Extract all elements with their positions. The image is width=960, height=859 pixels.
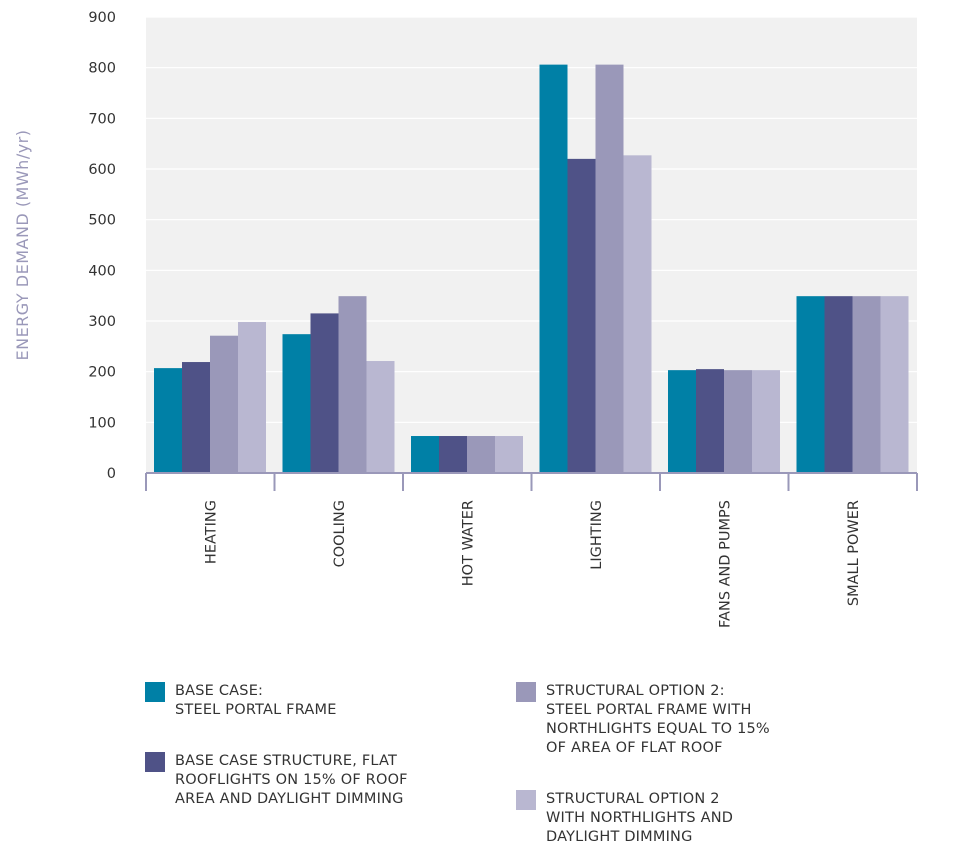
bar <box>366 361 395 473</box>
bar <box>796 296 825 473</box>
legend-item-base-case-rooflights: BASE CASE STRUCTURE, FLAT ROOFLIGHTS ON … <box>145 752 408 809</box>
y-tick-label: 300 <box>88 314 116 330</box>
bar <box>154 368 182 473</box>
y-tick-label: 100 <box>88 415 116 431</box>
bar <box>852 296 881 473</box>
legend-item-structural-option-2: STRUCTURAL OPTION 2: STEEL PORTAL FRAME … <box>516 682 770 758</box>
bar <box>539 64 568 474</box>
gridlines <box>146 16 917 423</box>
bar <box>210 335 238 473</box>
y-tick-label: 0 <box>107 466 116 482</box>
bar <box>338 296 367 473</box>
legend-item-structural-option-2-dimming: STRUCTURAL OPTION 2 WITH NORTHLIGHTS AND… <box>516 790 733 847</box>
x-tick-label: HEATING <box>203 500 219 564</box>
bar <box>411 436 439 473</box>
x-tick-label: SMALL POWER <box>846 500 862 606</box>
y-axis-label: ENERGY DEMAND (MWh/yr) <box>13 129 32 360</box>
bar <box>439 436 467 473</box>
bar <box>880 296 909 473</box>
plot-background <box>146 17 917 473</box>
y-tick-label: 600 <box>88 162 116 178</box>
y-tick-label: 200 <box>88 365 116 381</box>
bar <box>824 296 853 473</box>
bar <box>724 370 752 473</box>
x-tick-labels: HEATING COOLING HOT WATER LIGHTING FANS AND … <box>203 500 862 628</box>
legend-label: STRUCTURAL OPTION 2 WITH NORTHLIGHTS AND… <box>546 791 734 845</box>
legend-label: BASE CASE STRUCTURE, FLAT ROOFLIGHTS ON … <box>175 753 408 807</box>
y-tick-labels: 0 100 200 300 400 500 600 700 800 900 <box>88 10 116 482</box>
bar <box>467 436 495 473</box>
x-axis <box>145 472 918 491</box>
legend-item-base-case: BASE CASE: STEEL PORTAL FRAME <box>145 682 337 720</box>
bar <box>668 370 696 473</box>
legend-label: BASE CASE: STEEL PORTAL FRAME <box>175 683 337 718</box>
bar <box>182 362 210 473</box>
x-tick-label: FANS AND PUMPS <box>717 500 733 628</box>
x-tick-label: COOLING <box>332 500 348 567</box>
legend-label: STRUCTURAL OPTION 2: STEEL PORTAL FRAME … <box>546 683 770 756</box>
bar <box>282 334 311 473</box>
legend-swatch <box>516 790 536 810</box>
bar <box>238 322 266 473</box>
legend-swatch <box>516 682 536 702</box>
bar <box>310 313 339 473</box>
legend-swatch <box>145 682 165 702</box>
bars <box>154 64 909 474</box>
y-tick-label: 800 <box>88 61 116 77</box>
x-tick-label: HOT WATER <box>460 500 476 586</box>
bar <box>595 64 624 474</box>
legend-swatch <box>145 752 165 772</box>
bar <box>495 436 523 473</box>
y-tick-label: 500 <box>88 213 116 229</box>
y-tick-label: 400 <box>88 263 116 279</box>
x-tick-label: LIGHTING <box>589 500 605 570</box>
y-tick-label: 700 <box>88 111 116 127</box>
bar <box>696 369 724 473</box>
bar <box>623 155 652 473</box>
bar <box>752 370 780 473</box>
y-tick-label: 900 <box>88 10 116 26</box>
bar <box>567 158 596 473</box>
